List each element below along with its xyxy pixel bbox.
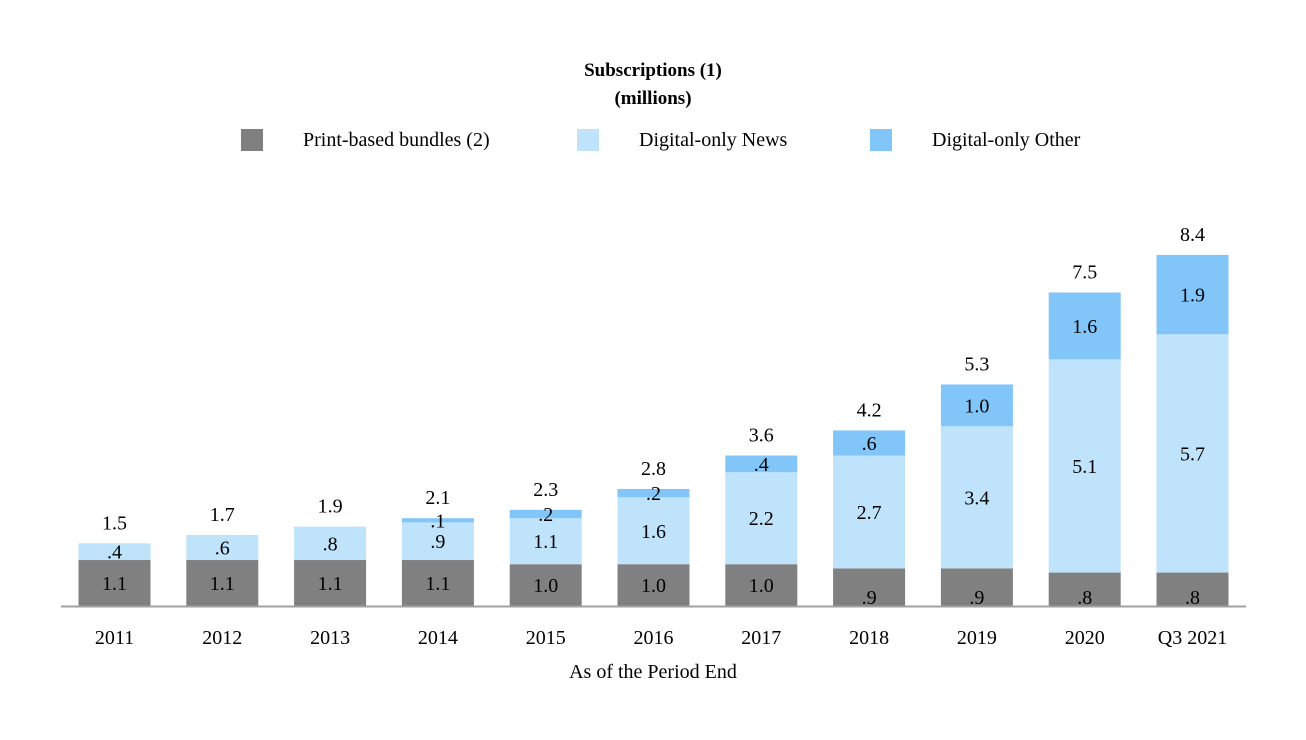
segment-label-2-5: .2 [646,483,661,505]
legend-label-digital-news: Digital-only News [639,128,788,151]
legend-item-print: Print-based bundles (2) [241,128,490,152]
segment-label-1-3: .9 [430,531,445,553]
segment-label-2-9: 1.6 [1072,316,1097,338]
bar-segment-2-3 [401,518,474,523]
segment-label-1-6: 2.2 [749,508,774,530]
legend-item-digital-other: Digital-only Other [870,128,1080,152]
x-tick-label-6: 2017 [741,627,781,649]
total-label-4: 2.3 [533,479,558,501]
total-label-9: 7.5 [1072,262,1097,284]
total-label-8: 5.3 [964,353,989,375]
bar-segment-0-8 [940,568,1013,606]
x-tick-label-2: 2013 [310,627,350,649]
legend-swatch-digital-news [577,129,599,151]
bar-segment-1-3 [401,522,474,561]
bar-segment-2-9 [1048,292,1121,360]
segment-label-0-0: 1.1 [102,573,127,595]
chart-subtitle: (millions) [614,88,692,109]
segment-label-0-1: 1.1 [210,573,235,595]
x-tick-label-1: 2012 [202,627,242,649]
bar-segment-0-5 [617,564,690,606]
bar-segment-1-2 [294,526,367,561]
bar-segment-0-0 [78,560,151,606]
segment-label-0-10: .8 [1185,587,1200,609]
bar-segment-2-10 [1156,254,1229,335]
segment-label-1-10: 5.7 [1180,443,1205,465]
bar-segment-0-2 [294,560,367,606]
segment-label-2-10: 1.9 [1180,285,1205,307]
legend-item-digital-news: Digital-only News [577,128,787,152]
segment-label-2-3: .1 [430,510,445,532]
legend-swatch-digital-other [870,129,892,151]
bar-segment-1-7 [833,455,906,569]
segment-label-1-9: 5.1 [1072,456,1097,478]
total-label-10: 8.4 [1180,224,1205,246]
segment-label-1-4: 1.1 [533,531,558,553]
total-label-7: 4.2 [857,399,882,421]
segment-label-1-1: .6 [215,537,230,559]
segment-label-2-6: .4 [754,454,769,476]
legend-label-digital-other: Digital-only Other [932,128,1081,151]
bar-segment-1-1 [186,534,259,561]
segment-label-1-5: 1.6 [641,521,666,543]
segment-label-1-2: .8 [323,533,338,555]
chart-title: Subscriptions (1) (millions) [0,57,1306,113]
bar-segment-2-7 [833,430,906,456]
bar-segment-1-10 [1156,334,1229,573]
total-label-3: 2.1 [425,487,450,509]
total-label-6: 3.6 [749,425,774,447]
segment-label-0-3: 1.1 [425,573,450,595]
chart-title-text: Subscriptions (1) [584,60,722,81]
bar-segment-1-8 [940,426,1013,569]
segment-label-0-8: .9 [969,587,984,609]
bar-segment-0-9 [1048,572,1121,606]
bar-segment-0-7 [833,568,906,606]
x-tick-label-0: 2011 [95,627,134,649]
segment-label-0-9: .8 [1077,587,1092,609]
bar-segment-1-6 [725,472,798,565]
segment-label-1-7: 2.7 [857,502,882,524]
segment-label-1-0: .4 [107,542,122,564]
bar-segment-0-4 [509,564,582,606]
bar-segment-1-5 [617,497,690,565]
total-label-5: 2.8 [641,458,666,480]
bar-segment-0-3 [401,560,474,606]
bar-segment-2-5 [617,488,690,498]
x-tick-label-3: 2014 [418,627,458,649]
bar-segment-1-9 [1048,359,1121,573]
total-label-2: 1.9 [318,496,343,518]
x-tick-label-5: 2016 [634,627,674,649]
segment-label-0-6: 1.0 [749,575,774,597]
x-tick-label-8: 2019 [957,627,997,649]
segment-label-0-4: 1.0 [533,575,558,597]
total-label-0: 1.5 [102,512,127,534]
segment-label-0-2: 1.1 [318,573,343,595]
segment-label-1-8: 3.4 [964,487,989,509]
bar-segment-2-6 [725,455,798,473]
x-tick-label-10: Q3 2021 [1158,627,1227,649]
x-axis-label: As of the Period End [569,661,737,683]
bar-segment-0-1 [186,560,259,606]
x-tick-label-9: 2020 [1065,627,1105,649]
segment-label-2-8: 1.0 [964,395,989,417]
bar-segment-2-4 [509,509,582,519]
bar-segment-2-8 [940,384,1013,427]
legend-label-print: Print-based bundles (2) [303,128,490,151]
x-tick-label-4: 2015 [526,627,566,649]
segment-label-2-4: .2 [538,504,553,526]
bar-segment-1-0 [78,543,151,561]
segment-label-0-7: .9 [862,587,877,609]
bar-segment-0-6 [725,564,798,606]
bar-segment-0-10 [1156,572,1229,606]
total-label-1: 1.7 [210,504,235,526]
segment-label-2-7: .6 [862,433,877,455]
legend-swatch-print [241,129,263,151]
x-tick-label-7: 2018 [849,627,889,649]
bar-segment-1-4 [509,518,582,565]
segment-label-0-5: 1.0 [641,575,666,597]
